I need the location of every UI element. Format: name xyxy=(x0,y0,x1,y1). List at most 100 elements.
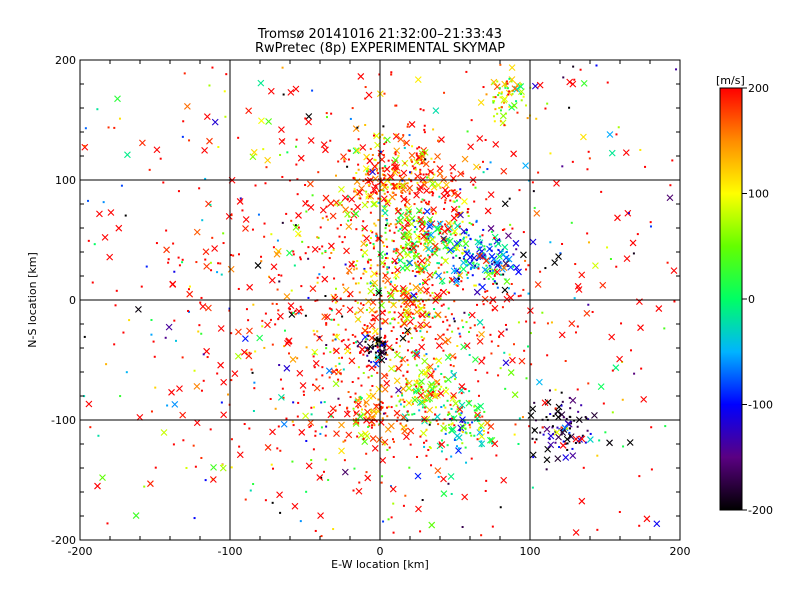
data-point xyxy=(370,409,373,412)
data-point xyxy=(392,250,395,253)
data-point xyxy=(446,244,449,247)
data-point xyxy=(193,517,196,520)
data-point xyxy=(391,271,394,274)
data-point xyxy=(424,373,427,376)
data-point xyxy=(573,297,576,300)
data-point xyxy=(446,290,449,293)
data-point xyxy=(412,255,415,258)
data-point xyxy=(348,261,356,268)
data-point xyxy=(366,349,369,352)
data-point xyxy=(324,458,327,461)
data-point xyxy=(476,334,479,337)
data-point xyxy=(401,392,404,395)
data-point xyxy=(431,242,439,250)
data-point xyxy=(376,371,379,374)
data-point xyxy=(355,341,358,344)
data-point xyxy=(356,435,359,438)
data-point xyxy=(363,399,370,406)
data-point xyxy=(418,306,421,309)
data-point xyxy=(403,142,406,145)
data-point xyxy=(432,107,440,115)
data-point xyxy=(533,401,536,404)
data-point xyxy=(357,421,360,424)
data-point xyxy=(354,282,357,285)
data-point xyxy=(420,335,423,338)
data-point xyxy=(554,407,557,410)
data-point xyxy=(423,131,426,134)
data-point xyxy=(501,306,504,309)
data-point xyxy=(384,286,387,289)
data-point xyxy=(458,225,461,228)
data-point xyxy=(96,108,99,111)
data-point xyxy=(638,524,641,527)
data-point xyxy=(367,376,370,379)
data-point xyxy=(515,268,522,276)
data-point xyxy=(379,177,382,180)
data-point xyxy=(446,195,449,198)
data-point xyxy=(395,247,398,250)
data-point xyxy=(586,232,589,235)
data-point xyxy=(397,321,400,324)
data-point xyxy=(347,195,350,198)
data-point xyxy=(330,415,333,418)
data-point xyxy=(321,313,329,321)
data-point xyxy=(566,442,569,445)
data-point xyxy=(465,321,468,324)
data-point xyxy=(508,105,511,108)
data-point xyxy=(637,324,644,332)
data-point xyxy=(408,251,411,254)
data-point xyxy=(299,256,302,259)
data-point xyxy=(371,183,379,191)
data-point xyxy=(310,459,313,462)
data-point xyxy=(568,106,571,109)
data-point xyxy=(629,239,637,247)
data-point xyxy=(423,151,426,154)
data-point xyxy=(400,226,403,229)
data-point xyxy=(265,166,268,169)
data-point xyxy=(464,446,467,449)
data-point xyxy=(627,212,630,215)
data-point xyxy=(655,305,663,312)
data-point xyxy=(369,258,372,261)
data-point xyxy=(292,250,295,253)
data-point xyxy=(292,311,295,314)
data-point xyxy=(375,272,378,275)
data-point xyxy=(397,154,400,157)
data-point xyxy=(415,152,418,155)
data-point xyxy=(316,236,319,239)
data-point xyxy=(503,278,511,285)
data-point xyxy=(203,262,211,270)
data-point xyxy=(453,276,460,283)
data-point xyxy=(408,466,411,469)
data-point xyxy=(348,357,356,365)
data-point xyxy=(405,198,408,201)
data-point xyxy=(599,281,607,289)
data-point xyxy=(450,205,458,213)
data-point xyxy=(554,408,562,415)
data-point xyxy=(529,238,537,246)
data-point xyxy=(301,240,304,243)
data-point xyxy=(569,407,572,410)
data-point xyxy=(424,158,427,161)
data-point xyxy=(568,427,571,430)
data-point xyxy=(531,427,539,434)
data-point xyxy=(496,112,499,115)
data-point xyxy=(423,321,431,329)
data-point xyxy=(292,85,300,93)
data-point xyxy=(102,201,105,204)
data-point xyxy=(467,421,470,424)
data-point xyxy=(414,76,422,83)
data-point xyxy=(578,441,581,444)
data-point xyxy=(420,396,423,399)
data-point xyxy=(181,258,184,261)
data-point xyxy=(556,426,559,429)
data-point xyxy=(412,317,415,320)
data-point xyxy=(383,205,386,208)
data-point xyxy=(245,352,253,360)
data-point xyxy=(483,277,486,280)
data-point xyxy=(495,454,498,457)
data-point xyxy=(325,420,328,423)
data-point xyxy=(463,423,466,426)
data-point xyxy=(341,241,344,244)
